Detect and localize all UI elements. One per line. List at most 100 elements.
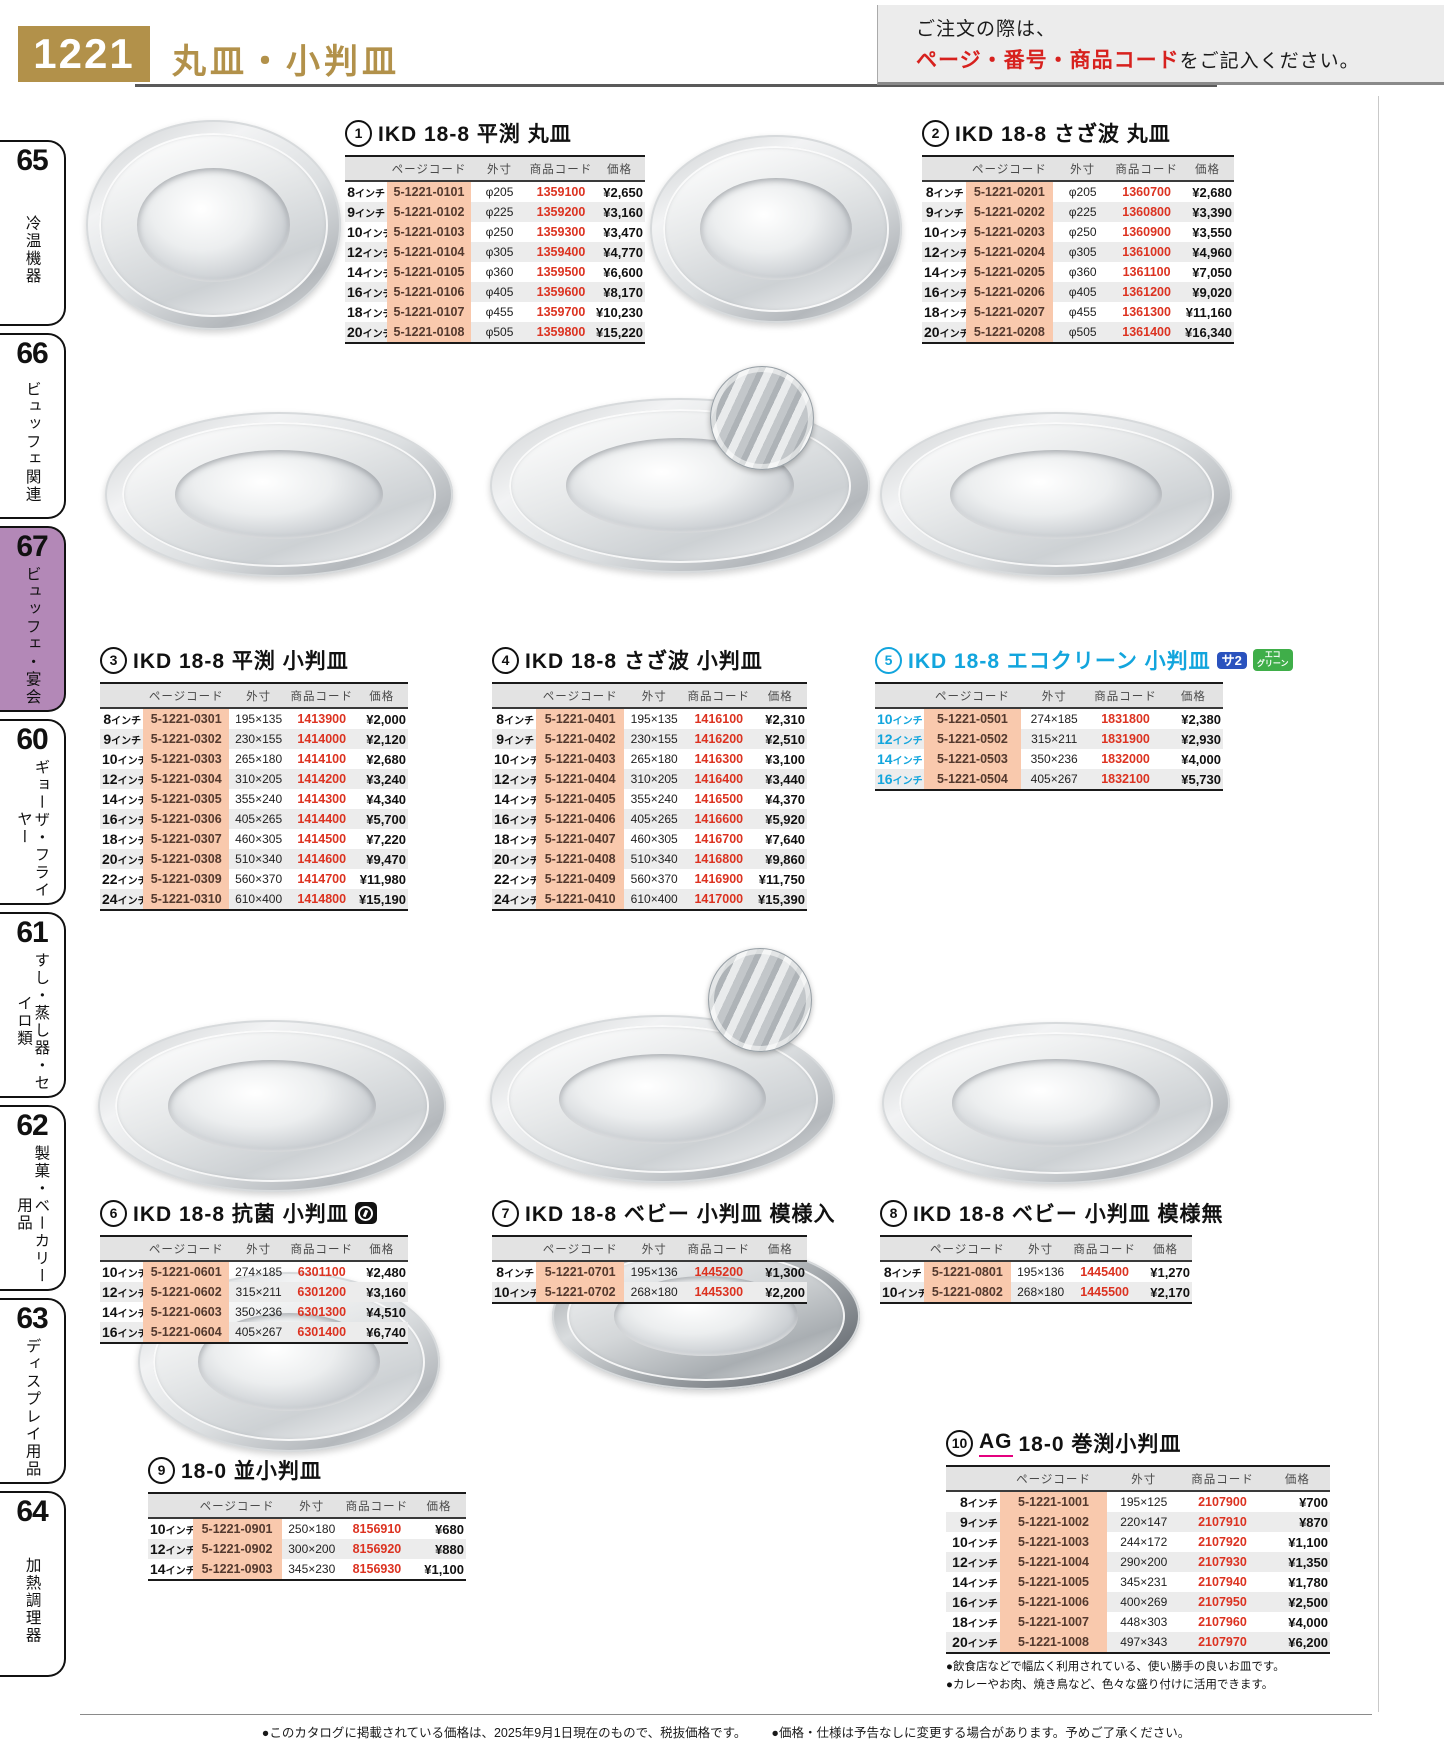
tab-label: ディスプレイ用品: [23, 1337, 41, 1478]
table-row: 18インチ 5-1221-0307 460×305 1414500 ¥7,220: [100, 829, 408, 849]
dimension-cell: 405×267: [229, 1322, 288, 1344]
product-number-badge: 4: [492, 646, 519, 674]
size-cell: 12インチ: [148, 1539, 193, 1559]
size-unit: インチ: [892, 776, 923, 787]
table-row: 9インチ 5-1221-0202 φ225 1360800 ¥3,390: [922, 202, 1234, 222]
price-cell: ¥7,640: [765, 831, 805, 847]
table-row: 12インチ 5-1221-0502 315×211 1831900 ¥2,930: [875, 729, 1223, 749]
column-header: 外寸: [471, 155, 528, 182]
dimension-cell: 310×205: [235, 772, 283, 786]
product-code-cell: 1416500: [694, 792, 744, 806]
eco-badge-line2: グリーン: [1256, 659, 1289, 668]
sidebar-tab-67[interactable]: 67 ビュッフェ・宴会: [0, 526, 66, 712]
sidebar-tab-60[interactable]: 60 ギョーザ・フライヤー: [0, 719, 66, 905]
size-column-header: [880, 1235, 924, 1262]
sa2-badge: サ2: [1216, 651, 1247, 669]
size-cell: 20インチ: [345, 322, 387, 344]
size-unit: インチ: [117, 1309, 144, 1320]
dimension-cell: φ205: [1068, 185, 1097, 199]
dimension-cell: 195×136: [630, 1265, 678, 1279]
dimension-cell: 610×400: [229, 889, 288, 911]
table-row: 14インチ 5-1221-1005 345×231 2107940 ¥1,780: [946, 1572, 1330, 1592]
column-header: 価格: [355, 682, 408, 709]
sidebar-tab-63[interactable]: 63 ディスプレイ用品: [0, 1298, 66, 1484]
product-block-10: 10 AG 18-0 巻渕小判皿 ページコード 外寸 商品コード 価格 8インチ 5-1221-…: [946, 1428, 1330, 1695]
page-code-cell: 5-1221-0409: [536, 869, 625, 889]
spec-table: ページコード 外寸 商品コード 価格 8インチ 5-1221-0801 195×136 144…: [880, 1235, 1192, 1304]
dimension-cell: 448×303: [1120, 1615, 1168, 1629]
product-code-cell: 1414100: [297, 752, 347, 766]
column-header: ページコード: [192, 1492, 282, 1519]
spec-table: ページコード 外寸 商品コード 価格 10インチ 5-1221-0501 274×185 18…: [875, 682, 1223, 791]
sidebar-tab-65[interactable]: 65 冷温機器: [0, 140, 66, 326]
tab-number: 65: [16, 144, 48, 177]
table-row: 16インチ 5-1221-0406 405×265 1416600 ¥5,920: [492, 809, 807, 829]
price-cell: ¥3,100: [765, 751, 805, 767]
price-cell: ¥2,310: [765, 711, 805, 727]
product-code-cell: 1359300: [536, 225, 586, 239]
sidebar-tab-62[interactable]: 62 製菓・ベーカリー用品: [0, 1105, 66, 1291]
column-header: 外寸: [229, 1235, 288, 1262]
table-row: 8インチ 5-1221-0401 195×135 1416100 ¥2,310: [492, 708, 807, 729]
page-code-cell: 5-1221-0107: [387, 302, 471, 322]
column-header: 価格: [594, 155, 645, 182]
size-cell: 10インチ: [148, 1518, 193, 1539]
table-row: 20インチ 5-1221-0308 510×340 1414600 ¥9,470: [100, 849, 408, 869]
page-code-cell: 5-1221-0105: [387, 262, 471, 282]
dimension-cell: 405×265: [630, 812, 678, 826]
price-cell: ¥7,220: [366, 831, 406, 847]
size-unit: インチ: [509, 816, 537, 827]
size-unit: インチ: [967, 1639, 998, 1650]
product-code-cell: 1361400: [1112, 322, 1181, 344]
size-cell: 20インチ: [922, 322, 966, 344]
size-cell: 9インチ: [959, 1514, 998, 1530]
price-cell: ¥2,680: [1192, 184, 1232, 200]
spec-header-row: ページコード 外寸 商品コード 価格: [100, 682, 408, 709]
dimension-cell: 274×185: [1030, 712, 1078, 726]
product-code-cell: 1359800: [528, 322, 594, 344]
product-title: 7 IKD 18-8 ベビー 小判皿 模様入: [492, 1198, 835, 1228]
product-title: 2 IKD 18-8 さざ波 丸皿: [922, 118, 1234, 148]
sidebar-tab-66[interactable]: 66 ビュッフェ関連: [0, 333, 66, 519]
table-row: 12インチ 5-1221-0304 310×205 1414200 ¥3,240: [100, 769, 408, 789]
page-code-cell: 5-1221-0207: [965, 302, 1054, 322]
product-number-badge: 1: [345, 119, 372, 147]
table-row: 9インチ 5-1221-0402 230×155 1416200 ¥2,510: [492, 729, 807, 749]
page-code-cell: 5-1221-0307: [143, 829, 230, 849]
antibacterial-icon: [354, 1202, 377, 1224]
spec-table: ページコード 外寸 商品コード 価格 8インチ 5-1221-0701 195×136 144…: [492, 1235, 807, 1304]
sidebar-tab-64[interactable]: 64 加熱調理器: [0, 1491, 66, 1677]
page-code-cell: 5-1221-0702: [536, 1282, 625, 1304]
page-code-cell: 5-1221-0301: [143, 708, 230, 729]
product-code-cell: 2107930: [1198, 1555, 1247, 1569]
size-unit: インチ: [355, 189, 385, 200]
page-code-cell: 5-1221-0603: [143, 1302, 230, 1322]
page-code-cell: 5-1221-0402: [536, 729, 625, 749]
column-header: ページコード: [999, 1465, 1108, 1492]
spec-table: ページコード 外寸 商品コード 価格 8インチ 5-1221-1001 195×125 210…: [946, 1465, 1330, 1654]
tab-label: 製菓・ベーカリー用品: [15, 1144, 50, 1285]
product-code-cell: 1414300: [297, 792, 347, 806]
dimension-cell: 497×343: [1107, 1632, 1181, 1654]
product-code-cell: 1414800: [287, 889, 356, 911]
product-note-line: ●飲食店などで幅広く利用されている、使い勝手の良いお皿です。: [946, 1661, 1285, 1673]
product-code-cell: 2107970: [1180, 1632, 1265, 1654]
price-cell: ¥9,020: [1192, 284, 1232, 300]
column-header: 商品コード: [1180, 1465, 1265, 1492]
table-row: 12インチ 5-1221-0902 300×200 8156920 ¥880: [148, 1539, 466, 1559]
spec-table: ページコード 外寸 商品コード 価格 8インチ 5-1221-0301 195×135 141…: [100, 682, 408, 911]
size-column-header: [345, 155, 387, 182]
sidebar-tab-61[interactable]: 61 すし・蒸し器・セイロ類: [0, 912, 66, 1098]
size-cell: 16インチ: [492, 809, 536, 829]
size-cell: 24インチ: [100, 889, 144, 911]
product-code-cell: 1416300: [694, 752, 744, 766]
spec-header-row: ページコード 外寸 商品コード 価格: [875, 682, 1223, 709]
page-code-cell: 5-1221-0305: [143, 789, 230, 809]
price-cell: ¥3,390: [1192, 204, 1232, 220]
size-cell: 8インチ: [496, 1264, 535, 1280]
product-title: 1 IKD 18-8 平渕 丸皿: [345, 118, 645, 148]
size-cell: 9インチ: [103, 731, 142, 747]
